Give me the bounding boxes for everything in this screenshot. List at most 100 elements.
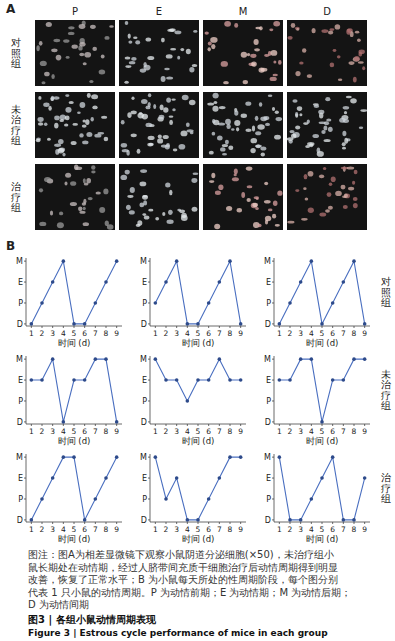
cell (287, 221, 294, 224)
x-tick-label: 8 (352, 329, 357, 338)
cell (275, 110, 279, 114)
cell (192, 207, 198, 212)
x-tick (300, 326, 301, 328)
line (155, 359, 240, 401)
x-tick-label: 5 (320, 329, 325, 338)
y-tick-label: P (142, 397, 147, 406)
x-tick-label: 5 (196, 525, 201, 534)
cell (82, 141, 88, 145)
cell (48, 106, 51, 111)
y-tick (272, 261, 274, 262)
cell (338, 79, 342, 81)
cell (86, 132, 92, 137)
cell (129, 61, 136, 64)
x-tick-label: 8 (228, 427, 233, 436)
marker (207, 378, 211, 382)
x-axis-label: 时间 (d) (182, 436, 215, 446)
line (155, 261, 240, 324)
cell (321, 29, 328, 33)
cell (53, 96, 59, 99)
marker (30, 322, 34, 326)
label-char: 对 (11, 37, 21, 48)
cell (87, 93, 91, 98)
cell (164, 68, 170, 71)
x-tick-label: 9 (114, 525, 119, 534)
plot-data (278, 259, 367, 325)
column-header: E (156, 6, 162, 17)
cell (148, 93, 151, 97)
cell (250, 148, 255, 153)
cell (140, 182, 147, 187)
cell (129, 210, 135, 214)
cell (51, 74, 54, 79)
cell (353, 57, 360, 62)
x-tick (187, 326, 188, 328)
cell (247, 198, 251, 202)
cell (324, 139, 331, 142)
marker (186, 518, 190, 522)
x-tick-label: 9 (114, 329, 119, 338)
marker (115, 420, 119, 424)
cell (57, 222, 64, 228)
x-tick (198, 522, 199, 524)
cell (44, 177, 51, 182)
x-tick (63, 326, 64, 328)
label-char: 组 (11, 58, 21, 69)
x-tick-label: 3 (50, 427, 55, 436)
chart: DPEM123456789时间 (d) (140, 355, 246, 446)
cell (77, 112, 81, 115)
cell (207, 103, 214, 106)
y-tick-label: M (264, 453, 271, 462)
x-tick (208, 424, 209, 426)
label-char: 治 (11, 181, 21, 192)
x-axis-label: 时间 (d) (58, 436, 91, 446)
chart: DPEM123456789时间 (d) (264, 257, 370, 348)
x-tick (219, 424, 220, 426)
marker (278, 455, 282, 459)
cell (131, 133, 137, 137)
y-tick (148, 282, 150, 283)
y-tick (148, 498, 150, 499)
x-tick-label: 9 (362, 427, 367, 436)
x-tick-label: 1 (277, 427, 282, 436)
cell (321, 130, 325, 134)
cell (259, 26, 263, 30)
marker (94, 357, 98, 361)
x-tick (364, 424, 365, 426)
x-tick-label: 2 (288, 525, 293, 534)
cell (307, 120, 310, 124)
cell (212, 132, 216, 136)
line (31, 359, 116, 422)
row-label: 未治疗组 (11, 104, 21, 147)
cell (167, 220, 174, 224)
x-tick-label: 5 (72, 427, 77, 436)
micrograph (203, 92, 283, 158)
marker (218, 357, 222, 361)
y-axis (150, 258, 151, 326)
x-tick (155, 424, 156, 426)
cell (68, 26, 74, 29)
cell (148, 136, 155, 140)
cell (314, 105, 320, 109)
cell (165, 183, 170, 188)
cell (287, 137, 294, 141)
marker (288, 378, 292, 382)
marker (40, 301, 44, 305)
micrograph (287, 164, 367, 230)
cell (255, 207, 259, 210)
x-tick-label: 7 (93, 525, 98, 534)
marker (51, 476, 55, 480)
cell (83, 207, 86, 211)
x-tick-label: 1 (277, 329, 282, 338)
cell (209, 180, 214, 183)
cell (223, 81, 229, 84)
cell (36, 139, 41, 142)
cell (91, 165, 95, 169)
chart: DPEM123456789时间 (d) (16, 257, 122, 348)
cell (221, 61, 228, 67)
marker (218, 280, 222, 284)
cell (44, 72, 50, 77)
cell (353, 197, 358, 201)
marker (164, 378, 168, 382)
cell (359, 50, 365, 55)
